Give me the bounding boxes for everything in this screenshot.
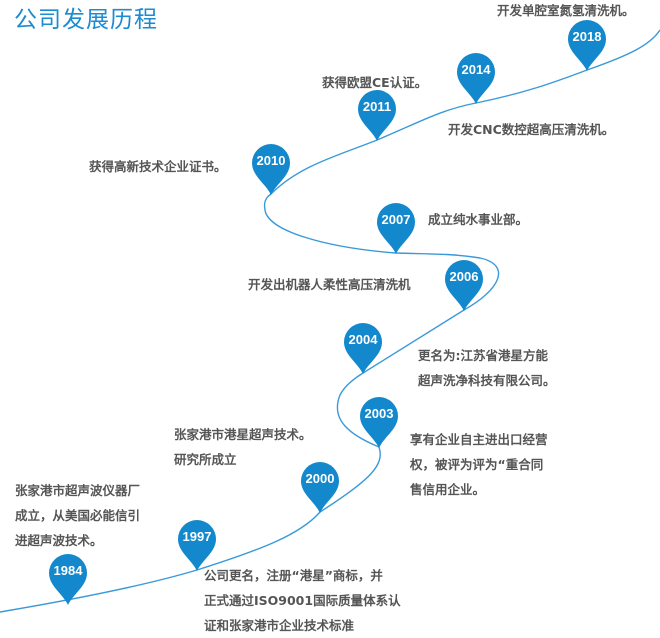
milestone-pin-2018: 2018 — [567, 19, 607, 71]
description-line: 获得高新技术企业证书。 — [89, 159, 227, 174]
milestone-pin-2000: 2000 — [300, 461, 340, 513]
milestone-pin-2004: 2004 — [343, 322, 383, 374]
description-line: 进超声波技术。 — [15, 533, 103, 548]
milestone-year: 2006 — [449, 269, 479, 284]
description-line: 研究所成立 — [174, 452, 237, 467]
description-line: 公司更名，注册“港星”商标，并 — [204, 568, 383, 583]
milestone-year: 2007 — [381, 212, 411, 227]
milestone-description-2006: 开发出机器人柔性高压清洗机 — [248, 272, 411, 297]
milestone-year: 2003 — [364, 406, 394, 421]
milestone-year: 2010 — [256, 153, 286, 168]
description-line: 成立纯水事业部。 — [428, 212, 529, 227]
milestone-year: 2000 — [305, 471, 335, 486]
milestone-pin-1997: 1997 — [177, 519, 217, 571]
page-title: 公司发展历程 — [14, 7, 158, 33]
description-line: 获得欧盟CE认证。 — [322, 75, 428, 90]
milestone-description-1984: 张家港市超声波仪器厂 成立，从美国必能信引 进超声波技术。 — [15, 478, 140, 553]
map-pin-icon — [377, 203, 415, 254]
milestone-year: 2014 — [461, 62, 491, 77]
milestone-pin-2003: 2003 — [359, 396, 399, 448]
description-line: 超声洗净科技有限公司。 — [418, 373, 556, 388]
milestone-description-2010: 获得高新技术企业证书。 — [89, 154, 227, 179]
milestone-description-2011: 获得欧盟CE认证。 — [322, 70, 427, 95]
milestone-description-2018: 开发单腔室氮氢清洗机。 — [497, 0, 635, 23]
milestone-description-2014: 开发CNC数控超高压清洗机。 — [448, 117, 614, 142]
map-pin-icon — [49, 554, 87, 605]
description-line: 成立，从美国必能信引 — [15, 508, 141, 523]
map-pin-icon — [457, 53, 495, 104]
description-line: 开发CNC数控超高压清洗机。 — [448, 122, 615, 137]
milestone-year: 1984 — [53, 563, 83, 578]
milestone-description-2007: 成立纯水事业部。 — [428, 207, 528, 232]
description-line: 证和张家港市企业技术标准 — [204, 618, 355, 633]
milestone-year: 2011 — [362, 99, 392, 114]
map-pin-icon — [445, 260, 483, 311]
milestone-description-2000: 张家港市港星超声技术。 研究所成立 — [174, 422, 312, 472]
milestone-description-1997: 公司更名，注册“港星”商标，并正式通过ISO9001国际质量体系认 证和张家港市企… — [204, 563, 401, 638]
milestone-description-2003: 享有企业自主进出口经营 权，被评为评为“重合同 售信用企业。 — [410, 427, 548, 502]
description-line: 享有企业自主进出口经营 — [410, 432, 548, 447]
description-line: 更名为:江苏省港星方能 — [418, 348, 548, 363]
map-pin-icon — [360, 397, 398, 448]
milestone-pin-2010: 2010 — [251, 143, 291, 195]
map-pin-icon — [568, 20, 606, 71]
description-line: 张家港市港星超声技术。 — [174, 427, 312, 442]
milestone-pin-1984: 1984 — [48, 553, 88, 605]
map-pin-icon — [301, 462, 339, 513]
description-line: 开发出机器人柔性高压清洗机 — [248, 277, 411, 292]
milestone-pin-2007: 2007 — [376, 202, 416, 254]
milestone-year: 1997 — [182, 529, 212, 544]
milestone-pin-2006: 2006 — [444, 259, 484, 311]
map-pin-icon — [252, 144, 290, 195]
milestone-pin-2011: 2011 — [357, 89, 397, 141]
milestone-pin-2014: 2014 — [456, 52, 496, 104]
milestone-year: 2018 — [572, 29, 602, 44]
map-pin-icon — [344, 323, 382, 374]
description-line: 售信用企业。 — [410, 482, 486, 497]
map-pin-icon — [358, 90, 396, 141]
description-line: 开发单腔室氮氢清洗机。 — [497, 3, 635, 18]
description-line: 正式通过ISO9001国际质量体系认 — [204, 593, 401, 608]
milestone-year: 2004 — [348, 332, 378, 347]
milestone-description-2004: 更名为:江苏省港星方能 超声洗净科技有限公司。 — [418, 343, 556, 393]
description-line: 权，被评为评为“重合同 — [410, 457, 544, 472]
description-line: 张家港市超声波仪器厂 — [15, 483, 141, 498]
map-pin-icon — [178, 520, 216, 571]
